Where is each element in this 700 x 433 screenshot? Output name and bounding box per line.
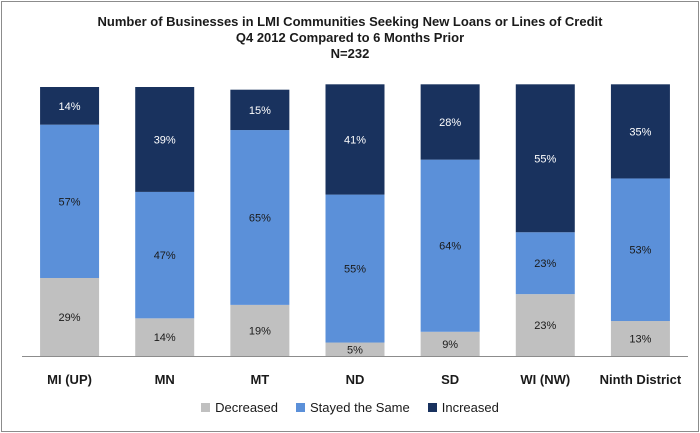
bar-segment-decreased	[420, 331, 480, 356]
data-label: 23%	[534, 258, 556, 270]
bar-segment-increased	[135, 87, 195, 192]
x-tick-label: MI (UP)	[47, 372, 92, 387]
bar-segment-decreased	[610, 321, 670, 356]
x-tick-label: MT	[250, 372, 269, 387]
data-label: 14%	[154, 332, 176, 344]
bar-segment-increased	[515, 84, 575, 233]
data-label: 53%	[629, 245, 651, 257]
data-label: 64%	[439, 241, 461, 253]
x-tick-label: SD	[441, 372, 459, 387]
bar-segment-stayed-the-same	[515, 232, 575, 295]
bar-segment-stayed-the-same	[230, 130, 290, 305]
chart-legend: Decreased Stayed the Same Increased	[0, 400, 700, 415]
data-label: 28%	[439, 117, 461, 129]
data-label: 19%	[249, 325, 271, 337]
data-label: 55%	[344, 264, 366, 276]
data-label: 15%	[249, 105, 271, 117]
bar-segment-decreased	[515, 294, 575, 356]
x-tick-label: ND	[346, 372, 365, 387]
legend-item: Stayed the Same	[296, 400, 410, 415]
bar-segment-decreased	[135, 318, 195, 356]
x-tick-label: MN	[155, 372, 175, 387]
bar-segment-decreased	[230, 304, 290, 356]
legend-swatch	[427, 403, 437, 412]
chart-title: Number of Businesses in LMI Communities …	[97, 14, 603, 29]
data-label: 47%	[154, 250, 176, 262]
legend-swatch	[201, 403, 211, 412]
legend-label: Decreased	[215, 400, 279, 415]
legend-swatch	[296, 403, 306, 412]
bar-segment-increased	[40, 87, 100, 125]
bar-segment-stayed-the-same	[135, 191, 195, 319]
bar-segment-stayed-the-same	[610, 178, 670, 322]
data-label: 55%	[534, 153, 556, 165]
data-label: 39%	[154, 134, 176, 146]
x-tick-label: WI (NW)	[520, 372, 570, 387]
data-label: 9%	[442, 339, 458, 351]
chart-subtitle: Q4 2012 Compared to 6 Months Prior	[235, 30, 465, 45]
bar-segment-increased	[420, 84, 480, 160]
data-label: 23%	[534, 320, 556, 332]
bar-segment-increased	[610, 84, 670, 179]
x-tick-label: Ninth District	[600, 372, 682, 387]
bar-segment-increased	[230, 89, 290, 131]
bar-segment-stayed-the-same	[325, 194, 385, 343]
data-label: 5%	[347, 344, 363, 356]
legend-label: Increased	[441, 400, 499, 415]
bar-segment-decreased	[40, 277, 100, 356]
bar-segment-stayed-the-same	[40, 124, 100, 278]
data-label: 57%	[59, 196, 81, 208]
bar-segment-stayed-the-same	[420, 159, 480, 332]
data-label: 35%	[629, 126, 651, 138]
chart-note: N=232	[330, 46, 370, 61]
bar-segment-decreased	[325, 342, 385, 356]
data-label: 13%	[629, 334, 651, 346]
data-label: 41%	[344, 134, 366, 146]
data-label: 65%	[249, 212, 271, 224]
legend-item: Decreased	[201, 400, 278, 415]
legend-label: Stayed the Same	[310, 400, 410, 415]
data-label: 14%	[59, 101, 81, 113]
legend-item: Increased	[427, 400, 499, 415]
bar-segment-increased	[325, 84, 385, 195]
chart-title-block: Number of Businesses in LMI Communities …	[0, 14, 700, 62]
data-label: 29%	[59, 312, 81, 324]
